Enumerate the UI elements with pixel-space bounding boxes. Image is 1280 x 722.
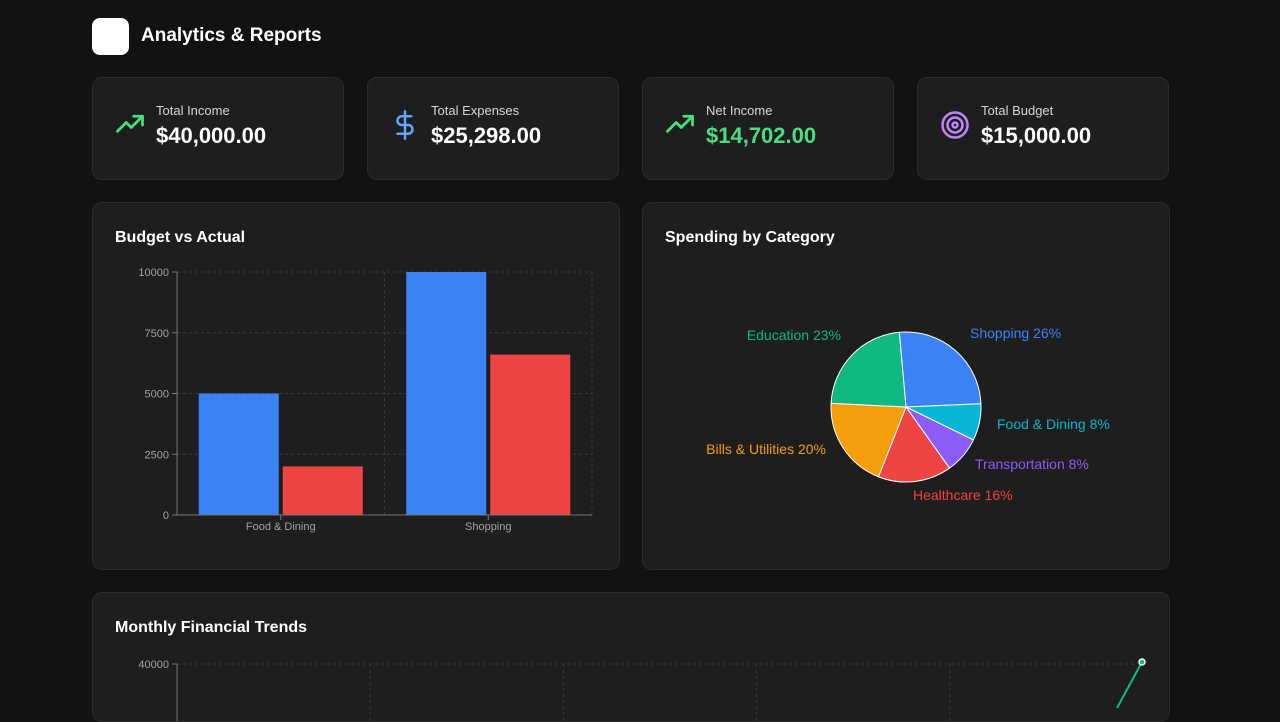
trending-up-icon (666, 114, 694, 133)
y-tick-label: 5000 (145, 389, 169, 401)
stat-label: Total Budget (981, 103, 1054, 118)
monthly-trends-chart: 40000 (138, 658, 1146, 721)
pie-label: Transportation 8% (975, 456, 1089, 472)
budget-vs-actual-chart: Food & Dining Shopping 0 2500 5000 7500 10000 (138, 267, 593, 533)
bar (490, 354, 571, 515)
budget-vs-actual-panel: Budget vs Actual Food & Dining Shopping 0 2… (92, 202, 620, 570)
stat-card-total-expenses: Total Expenses $25,298.00 (367, 77, 619, 180)
data-point (1138, 658, 1146, 666)
spending-by-category-panel: Spending by Category Shopping 26% Food & … (642, 202, 1170, 570)
pie-slice (898, 331, 982, 408)
x-tick-label: Shopping (465, 521, 512, 533)
y-tick-label: 40000 (138, 659, 169, 671)
bar (282, 466, 363, 515)
spending-pie-chart: Shopping 26% Food & Dining 8% Transportati… (706, 325, 1110, 503)
panel-title: Monthly Financial Trends (115, 619, 308, 636)
page-title: Analytics & Reports (141, 25, 322, 46)
trending-up-icon (116, 114, 144, 133)
stat-card-total-budget: Total Budget $15,000.00 (917, 77, 1169, 180)
series-line (1116, 661, 1143, 709)
bar (406, 272, 487, 515)
y-tick-label: 0 (163, 510, 169, 522)
pie-label: Education 23% (747, 327, 841, 343)
pie-label: Healthcare 16% (913, 487, 1013, 503)
panel-title: Budget vs Actual (115, 229, 246, 246)
pie-slice (830, 402, 907, 478)
stat-label: Net Income (706, 103, 773, 118)
stat-value: $14,702.00 (706, 123, 817, 148)
y-tick-label: 10000 (138, 267, 169, 279)
y-tick-label: 7500 (145, 328, 169, 340)
panel-title: Spending by Category (665, 229, 835, 246)
bar (198, 393, 279, 515)
target-icon (941, 111, 969, 139)
stat-value: $25,298.00 (431, 123, 542, 148)
pie-label: Bills & Utilities 20% (706, 441, 826, 457)
x-tick-label: Food & Dining (246, 521, 316, 533)
dollar-icon (396, 110, 414, 140)
stat-label: Total Income (156, 103, 230, 118)
pie-slice (877, 405, 951, 483)
pie-label: Food & Dining 8% (997, 416, 1110, 432)
stat-value: $40,000.00 (156, 123, 267, 148)
stat-label: Total Expenses (431, 103, 520, 118)
monthly-trends-panel: Monthly Financial Trends 40000 (92, 592, 1170, 722)
stat-value: $15,000.00 (981, 123, 1092, 148)
stat-card-net-income: Net Income $14,702.00 (642, 77, 894, 180)
app-logo (92, 17, 129, 55)
pie-label: Shopping 26% (970, 325, 1061, 341)
stat-card-total-income: Total Income $40,000.00 (92, 77, 344, 180)
y-tick-label: 2500 (145, 449, 169, 461)
page-header: Analytics & Reports (92, 17, 322, 55)
pie-slice (830, 331, 907, 408)
